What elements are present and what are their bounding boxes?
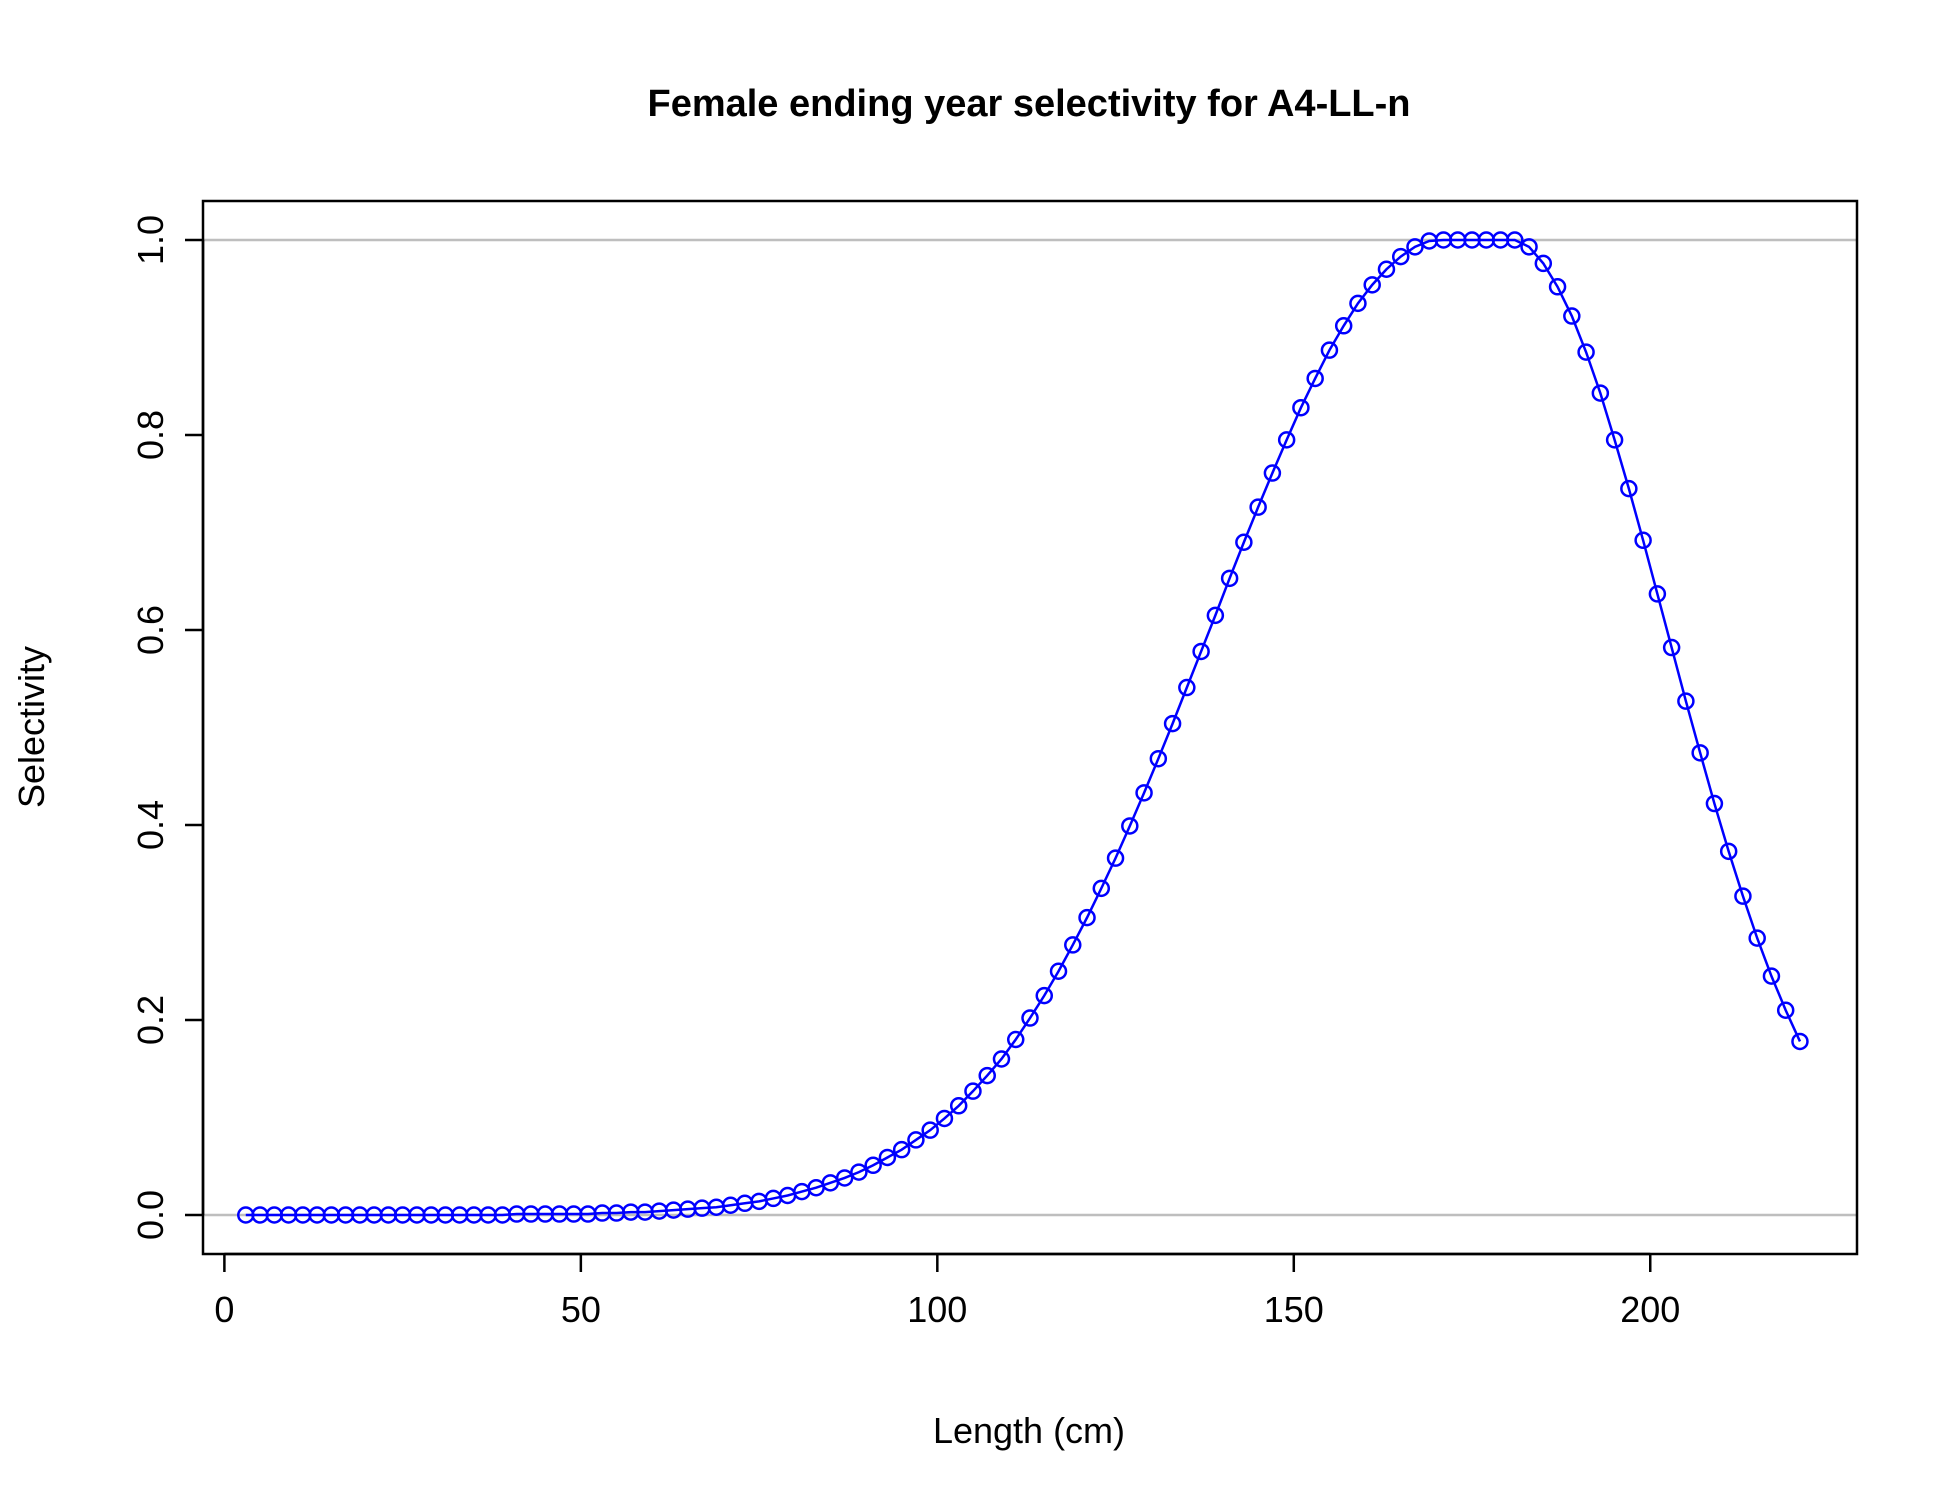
- data-point: [1577, 343, 1595, 361]
- data-point: [1235, 533, 1253, 551]
- reference-lines: [203, 238, 1857, 1217]
- data-point: [1548, 278, 1567, 296]
- data-point: [1192, 642, 1210, 661]
- data-point: [1762, 967, 1781, 985]
- y-tick-label: 0.0: [130, 1190, 171, 1240]
- x-tick-label: 0: [214, 1289, 234, 1330]
- data-point: [907, 1131, 925, 1149]
- data-point: [1506, 231, 1524, 249]
- data-point: [878, 1148, 897, 1167]
- data-point: [978, 1066, 996, 1085]
- data-point: [1563, 307, 1581, 325]
- x-tick-label: 50: [561, 1289, 601, 1330]
- data-point: [1263, 464, 1282, 482]
- data-point: [864, 1156, 882, 1175]
- data-point: [1078, 908, 1096, 927]
- data-point: [1163, 714, 1182, 733]
- data-point: [1049, 962, 1068, 980]
- data-point: [1220, 569, 1239, 588]
- y-tick-label: 0.4: [130, 800, 171, 850]
- data-point: [1391, 247, 1410, 266]
- data-point: [1349, 294, 1367, 313]
- y-axis-label: Selectivity: [11, 646, 52, 808]
- data-point: [850, 1163, 868, 1181]
- data-point: [1106, 849, 1125, 867]
- data-point: [1320, 341, 1339, 359]
- data-point: [1406, 238, 1424, 256]
- x-tick-label: 200: [1620, 1289, 1680, 1330]
- data-point: [949, 1097, 968, 1115]
- data-point: [1648, 585, 1667, 603]
- data-point: [1092, 879, 1111, 898]
- data-point: [1634, 531, 1652, 550]
- data-point: [1534, 254, 1553, 273]
- data-point: [1620, 479, 1638, 498]
- data-point: [935, 1109, 954, 1128]
- y-tick-label: 0.6: [130, 605, 171, 655]
- data-point: [1520, 238, 1538, 256]
- data-point: [1691, 744, 1709, 762]
- data-point: [1334, 317, 1353, 335]
- data-point: [1705, 794, 1724, 813]
- data-point: [1006, 1030, 1025, 1049]
- data-point: [992, 1050, 1011, 1068]
- chart-title: Female ending year selectivity for A4-LL…: [647, 83, 1410, 125]
- data-point: [835, 1169, 854, 1187]
- data-point: [1277, 431, 1296, 449]
- data-point: [1149, 749, 1168, 768]
- data-point: [1605, 431, 1624, 449]
- y-tick-label: 0.8: [130, 410, 171, 460]
- data-point: [1748, 929, 1766, 947]
- data-point: [1734, 887, 1752, 905]
- data-point: [921, 1121, 939, 1139]
- data-point: [1121, 817, 1139, 835]
- plot-frame: [201, 199, 1859, 1256]
- data-point: [1135, 784, 1153, 802]
- x-axis: 0 50 100 150 200: [214, 1252, 1680, 1330]
- x-axis-label: Length (cm): [933, 1410, 1125, 1451]
- data-point: [1377, 260, 1396, 278]
- data-point: [1292, 398, 1310, 417]
- data-point: [1363, 276, 1381, 294]
- data-point: [1719, 842, 1738, 861]
- data-point: [1662, 638, 1681, 657]
- data-point: [1035, 986, 1054, 1005]
- data-point: [1249, 498, 1267, 516]
- data-point: [1677, 692, 1695, 710]
- y-tick-label: 1.0: [130, 215, 171, 265]
- data-point: [1021, 1009, 1039, 1027]
- data-point: [964, 1082, 982, 1100]
- data-point: [1306, 369, 1324, 388]
- data-point: [1591, 384, 1610, 402]
- data-point: [892, 1140, 911, 1159]
- y-axis: 0.0 0.2 0.4 0.6 0.8 1.0: [130, 215, 205, 1240]
- data-point: [1776, 1001, 1795, 1019]
- series-line: [245, 238, 1802, 1217]
- data-point: [1178, 678, 1196, 697]
- x-tick-label: 100: [907, 1289, 967, 1330]
- data-point: [1064, 936, 1082, 954]
- x-tick-label: 150: [1264, 1289, 1324, 1330]
- data-point: [1791, 1032, 1809, 1051]
- data-point: [1206, 606, 1225, 625]
- y-tick-label: 0.2: [130, 995, 171, 1045]
- selectivity-series: [237, 231, 1809, 1224]
